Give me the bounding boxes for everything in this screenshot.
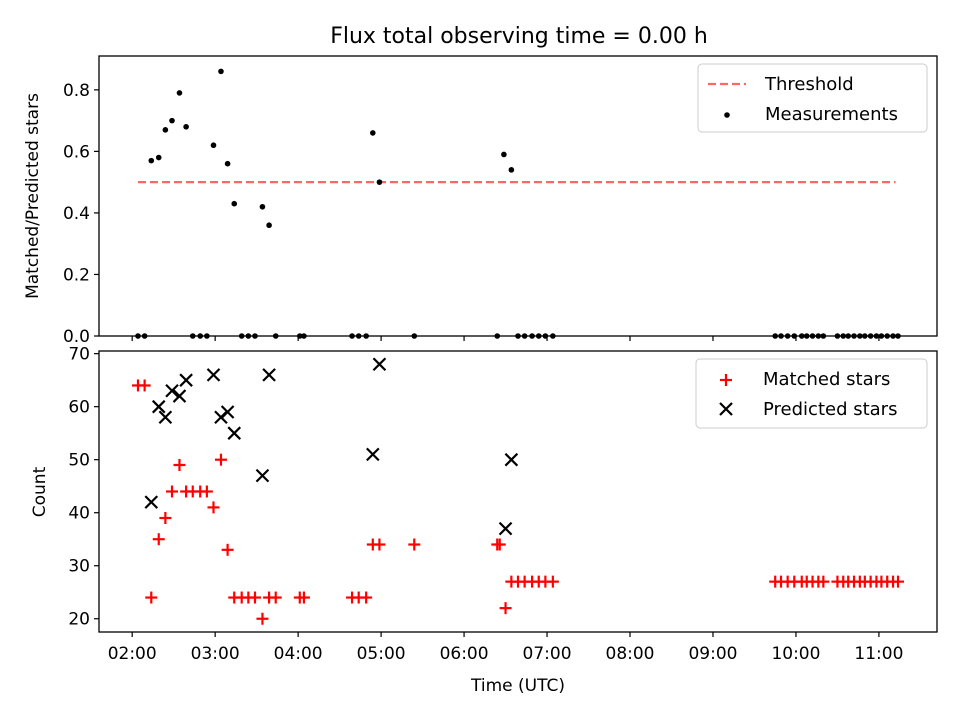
matched-star-point	[499, 602, 512, 615]
bottom-x-tick-label: 05:00	[357, 644, 406, 664]
measurement-point	[508, 167, 515, 173]
matched-star-point	[248, 591, 261, 604]
matched-star-point	[166, 485, 179, 498]
legend-measurements-swatch	[724, 112, 730, 118]
legend-threshold-label: Threshold	[764, 74, 854, 95]
bottom-x-tick-label: 02:00	[108, 644, 157, 664]
measurement-point	[176, 90, 183, 96]
legend-measurements-label: Measurements	[765, 104, 898, 125]
bottom-x-tick-label: 08:00	[606, 644, 655, 664]
bottom-y-tick-label: 30	[68, 557, 90, 577]
measurement-point	[218, 68, 224, 75]
measurement-point	[231, 200, 238, 207]
matched-star-point	[493, 538, 506, 551]
matched-star-point	[269, 591, 282, 604]
bottom-y-tick-label: 40	[68, 504, 90, 524]
bottom-x-tick-label: 03:00	[191, 644, 240, 664]
predicted-star-point	[220, 405, 235, 419]
matched-star-point	[207, 501, 220, 514]
predicted-star-point	[172, 389, 187, 403]
measurement-point	[148, 157, 155, 164]
matched-star-point	[159, 512, 172, 525]
predicted-star-point	[227, 426, 242, 440]
bottom-legend: Matched stars Predicted stars	[695, 358, 928, 429]
top-y-tick-label: 0.6	[63, 142, 90, 162]
matched-star-point	[173, 458, 186, 471]
predicted-star-point	[165, 383, 179, 398]
predicted-star-point	[179, 373, 193, 387]
measurement-point	[501, 151, 507, 158]
legend-matched-label: Matched stars	[763, 369, 890, 390]
legend-predicted-label: Predicted stars	[763, 399, 897, 420]
top-axes-frame	[98, 55, 938, 337]
bottom-legend-box	[695, 358, 928, 429]
matched-star-point	[152, 533, 165, 546]
top-x-ticks	[131, 336, 880, 341]
predicted-star-point	[158, 410, 173, 425]
measurement-point	[169, 117, 175, 124]
bottom-y-tick-label: 50	[68, 451, 90, 471]
top-y-tick-label: 0.4	[63, 204, 90, 224]
matched-star-point	[892, 575, 905, 588]
bottom-y-ticks: 20 30 40 50 60 70	[68, 345, 99, 630]
figure-title: Flux total observing time = 0.00 h	[330, 24, 708, 49]
matched-star-point	[214, 453, 227, 466]
matched-star-point	[360, 591, 373, 604]
measurement-point	[370, 130, 376, 136]
bottom-x-tick-label: 11:00	[854, 644, 903, 664]
matched-star-point	[138, 379, 151, 392]
predicted-star-point	[255, 468, 270, 483]
bottom-x-tick-label: 04:00	[274, 644, 323, 664]
matched-star-point	[256, 612, 269, 625]
top-legend-box	[697, 63, 928, 133]
predicted-star-point	[498, 521, 513, 536]
matched-star-point	[221, 543, 234, 556]
bottom-x-tick-label: 07:00	[523, 644, 572, 664]
top-y-tick-label: 0.2	[63, 265, 90, 285]
bottom-x-tick-label: 10:00	[771, 644, 820, 664]
matched-star-point	[373, 538, 386, 551]
measurement-point	[183, 123, 189, 130]
bottom-y-axis-label: Count	[30, 466, 50, 517]
predicted-star-point	[144, 495, 159, 509]
matched-star-point	[297, 591, 310, 604]
predicted-star-point	[372, 357, 387, 372]
matched-star-point	[408, 538, 421, 551]
top-legend: Threshold Measurements	[697, 63, 928, 133]
predicted-star-point	[206, 368, 221, 382]
bottom-plot-area	[131, 357, 905, 625]
measurement-point	[162, 127, 169, 133]
bottom-x-tick-label: 06:00	[440, 644, 489, 664]
legend-predicted-swatch	[719, 402, 733, 416]
bottom-panel: 20 30 40 50 60 70 02:00 03:00 04:00 05:00 06:00 07…	[30, 345, 938, 696]
legend-matched-swatch	[720, 374, 732, 386]
bottom-y-tick-label: 60	[68, 398, 90, 418]
predicted-star-point	[504, 452, 519, 467]
bottom-x-ticks: 02:00 03:00 04:00 05:00 06:00 07:00 08:00 09:00…	[108, 632, 903, 664]
bottom-x-tick-label: 09:00	[688, 644, 737, 664]
x-axis-label: Time (UTC)	[470, 676, 565, 696]
top-y-ticks: 0.0 0.2 0.4 0.6 0.8	[63, 81, 99, 347]
bottom-y-tick-label: 70	[68, 345, 90, 365]
predicted-star-point	[366, 447, 380, 462]
measurement-point	[210, 142, 217, 149]
predicted-star-point	[262, 368, 276, 382]
predicted-star-point	[151, 399, 166, 414]
top-y-axis-label: Matched/Predicted stars	[23, 93, 43, 299]
top-y-tick-label: 0.0	[63, 327, 90, 347]
measurement-point	[266, 222, 272, 229]
top-y-tick-label: 0.8	[63, 81, 90, 101]
matched-star-point	[817, 575, 830, 588]
matched-star-point	[145, 591, 158, 604]
bottom-y-tick-label: 20	[68, 610, 90, 630]
measurement-point	[224, 160, 231, 167]
top-panel: 0.00.20.40.60.8 Matched/Predicted stars …	[23, 55, 938, 347]
measurement-point	[259, 203, 266, 210]
measurement-point	[155, 154, 162, 161]
matched-star-point	[546, 575, 559, 588]
matched-star-point	[200, 485, 213, 498]
measurement-point	[376, 179, 383, 185]
bottom-axes-frame	[98, 350, 938, 633]
